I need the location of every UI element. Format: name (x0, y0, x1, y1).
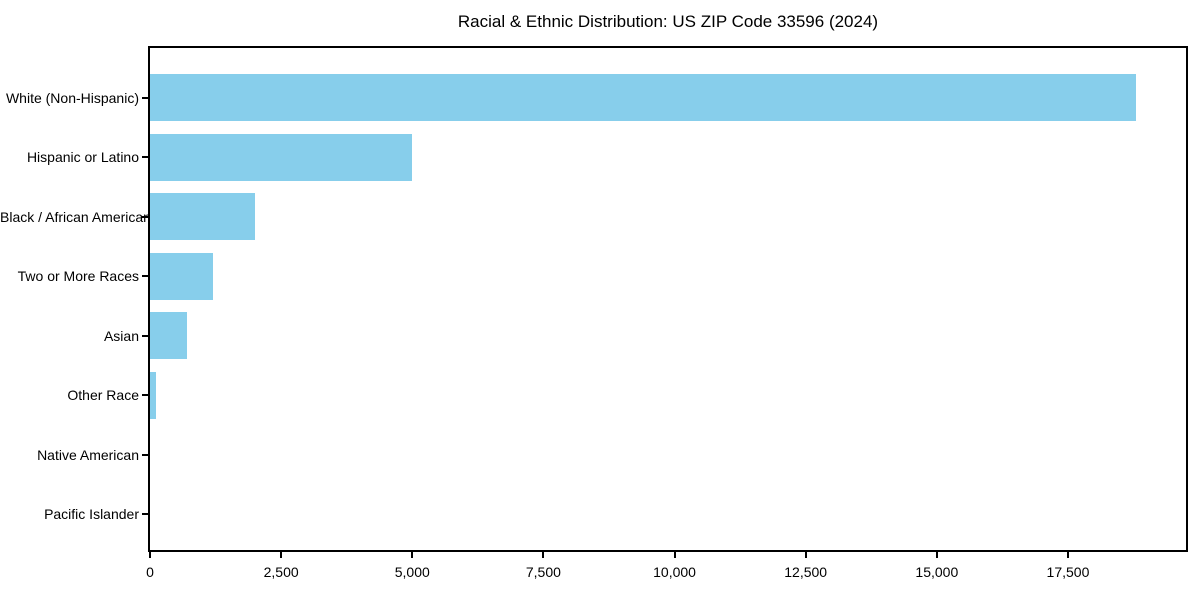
bar-two-or-more-races (150, 252, 213, 300)
bar-white-non-hispanic (150, 74, 1137, 121)
x-tick-mark (149, 552, 151, 558)
y-tick-label: Other Race (67, 387, 139, 404)
bar-hispanic-or-latino (150, 133, 413, 181)
y-tick-label: Two or More Races (17, 268, 139, 285)
y-tick-label: Hispanic or Latino (26, 149, 139, 166)
bar-other-race (150, 371, 156, 419)
x-tick-label: 7,500 (525, 564, 561, 580)
y-tick-mark (142, 275, 148, 278)
y-tick-mark (142, 156, 148, 159)
x-tick-mark (935, 552, 938, 558)
x-tick-mark (411, 552, 414, 558)
y-tick-label: White (Non-Hispanic) (5, 89, 139, 106)
x-tick-mark (280, 552, 283, 558)
x-tick-label: 17,500 (1046, 564, 1090, 580)
x-tick-mark (673, 552, 676, 558)
x-tick-mark (1066, 552, 1069, 558)
x-tick-label: 2,500 (263, 564, 299, 580)
y-tick-mark (142, 96, 148, 99)
x-tick-mark (542, 552, 545, 558)
x-tick-label: 5,000 (394, 564, 430, 580)
x-tick-label: 15,000 (915, 564, 959, 580)
chart-title: Racial & Ethnic Distribution: US ZIP Cod… (457, 12, 879, 31)
bar-asian (150, 312, 187, 360)
x-tick-label: 0 (146, 564, 154, 580)
y-tick-label: Asian (103, 327, 139, 344)
bar-black-african-american (150, 193, 255, 241)
x-tick-label: 10,000 (653, 564, 696, 580)
y-tick-mark (142, 215, 148, 218)
y-tick-mark (142, 334, 148, 337)
x-tick-label: 12,500 (784, 564, 828, 580)
y-tick-label: Native American (37, 446, 139, 463)
y-tick-mark (142, 453, 148, 456)
y-tick-mark (142, 394, 148, 397)
plot-area (148, 46, 1188, 552)
y-tick-label: Black / African American (0, 208, 151, 225)
y-tick-mark (142, 513, 148, 516)
y-tick-label: Pacific Islander (44, 506, 139, 523)
x-tick-mark (804, 552, 807, 558)
